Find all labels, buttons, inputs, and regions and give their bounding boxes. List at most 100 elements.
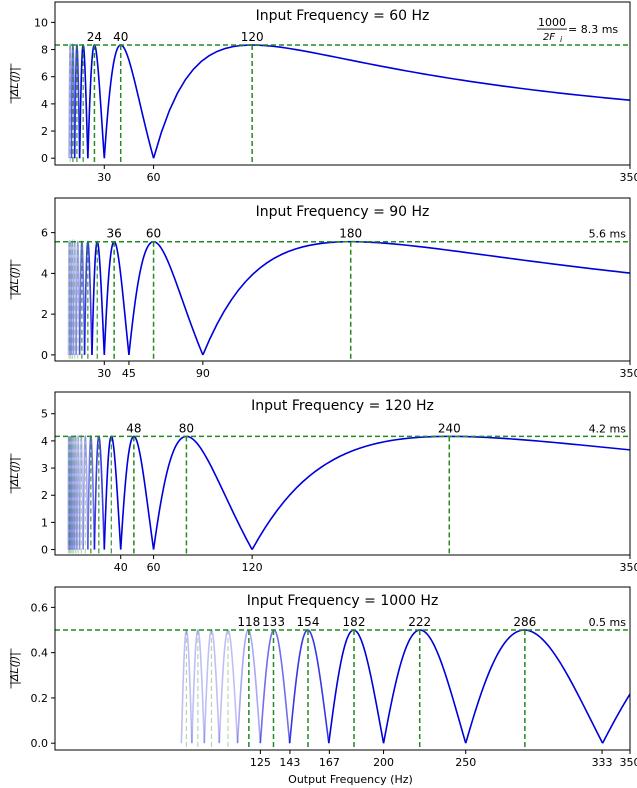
peak-label: 240 bbox=[438, 421, 461, 435]
y-tick-label: 2 bbox=[41, 489, 48, 502]
x-tick-label: 30 bbox=[97, 171, 111, 184]
curve-lobe bbox=[103, 435, 122, 550]
x-tick-label: 60 bbox=[147, 171, 161, 184]
peak-label: 180 bbox=[339, 227, 362, 241]
peak-label: 24 bbox=[87, 30, 102, 44]
curve-lobe bbox=[75, 240, 81, 355]
chart-panel-4: 118 133 154 182 222 286 0.0 0.2 0.4 0.6 125 143 167 2… bbox=[8, 586, 637, 769]
peak-label: 80 bbox=[179, 421, 194, 435]
curve-lobe bbox=[218, 629, 239, 744]
y-tick-label: 2 bbox=[41, 308, 48, 321]
x-tick-label: 167 bbox=[319, 756, 340, 769]
curve-lobe bbox=[288, 629, 330, 744]
peak-label: 36 bbox=[107, 227, 122, 241]
y-tick-label: 8 bbox=[41, 44, 48, 57]
peak-label: 286 bbox=[513, 615, 536, 629]
y-tick-label: 5 bbox=[41, 408, 48, 421]
axes-frame bbox=[54, 197, 631, 362]
y-tick-label: 0.4 bbox=[31, 647, 49, 660]
curve-lobe bbox=[601, 693, 631, 744]
curve-lobe bbox=[259, 629, 291, 744]
curve-lobe bbox=[67, 436, 70, 550]
y-tick-label: 0 bbox=[41, 544, 48, 557]
y-tick-label: 2 bbox=[41, 125, 48, 138]
curve-lobe bbox=[67, 239, 71, 355]
y-tick-label: 1 bbox=[41, 516, 48, 529]
axes-frame bbox=[54, 391, 631, 556]
x-tick-label: 90 bbox=[196, 367, 210, 380]
y-axis-label: |ΔL(j)| bbox=[8, 652, 21, 685]
y-tick-label: 3 bbox=[41, 462, 48, 475]
peak-label: 40 bbox=[113, 30, 128, 44]
x-tick-label: 333 bbox=[592, 756, 613, 769]
x-tick-label: 45 bbox=[122, 367, 136, 380]
y-tick-label: 4 bbox=[41, 98, 48, 111]
curve-lobe bbox=[464, 629, 604, 744]
reference-value-label: 0.5 ms bbox=[589, 616, 627, 629]
curve-lobe bbox=[68, 42, 73, 159]
peak-label: 222 bbox=[408, 615, 431, 629]
curve-lobe bbox=[82, 434, 89, 550]
y-tick-label: 0.6 bbox=[31, 601, 49, 614]
reference-fraction-numerator: 1000 bbox=[538, 16, 566, 29]
curve-lobe bbox=[251, 435, 631, 550]
curve-lobe bbox=[152, 435, 253, 550]
x-tick-label: 350 bbox=[620, 756, 637, 769]
y-tick-label: 0.0 bbox=[31, 737, 49, 750]
x-tick-label: 350 bbox=[620, 171, 637, 184]
y-tick-label: 0 bbox=[41, 152, 48, 165]
curve-lobe bbox=[103, 44, 155, 159]
peak-label: 182 bbox=[343, 615, 366, 629]
x-tick-label: 200 bbox=[373, 756, 394, 769]
chart-panel-2: 36 60 180 0 2 4 6 30 45 90 350 Input Frequency = 90… bbox=[8, 197, 637, 380]
peak-label: 48 bbox=[126, 421, 141, 435]
peak-label: 60 bbox=[146, 227, 161, 241]
x-tick-label: 125 bbox=[250, 756, 271, 769]
curve-lobe bbox=[68, 436, 71, 550]
curve-lobe bbox=[382, 629, 467, 744]
curve-lobe bbox=[328, 629, 385, 744]
y-tick-label: 0 bbox=[41, 349, 48, 362]
x-tick-label: 250 bbox=[455, 756, 476, 769]
y-tick-label: 10 bbox=[34, 16, 48, 29]
curve-lobe bbox=[91, 240, 106, 355]
y-tick-label: 6 bbox=[41, 227, 48, 240]
reference-value-label: 4.2 ms bbox=[589, 422, 627, 435]
reference-fraction-denominator: 2F bbox=[543, 32, 555, 43]
y-axis-label: |ΔL(j)| bbox=[8, 457, 21, 490]
chart-title: Input Frequency = 90 Hz bbox=[256, 204, 430, 220]
x-axis-label: Output Frequency (Hz) bbox=[288, 773, 413, 786]
chart-title: Input Frequency = 120 Hz bbox=[251, 398, 434, 414]
axes-frame bbox=[54, 1, 631, 166]
reference-fraction-subscript: i bbox=[560, 35, 563, 44]
x-tick-label: 120 bbox=[242, 561, 263, 574]
peak-label: 118 bbox=[237, 615, 260, 629]
y-tick-label: 0.2 bbox=[31, 692, 49, 705]
curve-lobe bbox=[191, 629, 206, 744]
chart-title: Input Frequency = 60 Hz bbox=[256, 8, 430, 24]
curve-lobe bbox=[202, 240, 631, 356]
chart-title: Input Frequency = 1000 Hz bbox=[247, 593, 439, 609]
x-tick-label: 143 bbox=[279, 756, 300, 769]
curve-lobe bbox=[68, 239, 73, 355]
x-tick-label: 40 bbox=[114, 561, 128, 574]
y-axis-label: |ΔL(j)| bbox=[8, 263, 21, 296]
curve-lobe bbox=[76, 434, 81, 550]
curve-lobe bbox=[128, 240, 204, 356]
y-tick-label: 6 bbox=[41, 71, 48, 84]
chart-panel-3: 48 80 240 0 1 2 3 4 5 40 60 120 350 Input Frequency =… bbox=[8, 391, 637, 574]
y-tick-label: 4 bbox=[41, 435, 48, 448]
curve-lobe bbox=[69, 436, 73, 550]
curve-lobe bbox=[87, 44, 106, 159]
chart-panel-1: 244012002468103060350Input Frequency = 6… bbox=[8, 1, 637, 184]
peak-label: 133 bbox=[262, 615, 285, 629]
curve-lobe bbox=[152, 44, 631, 159]
x-tick-label: 350 bbox=[620, 561, 637, 574]
peak-label: 120 bbox=[241, 30, 264, 44]
y-axis-label: |ΔL(j)| bbox=[8, 67, 21, 100]
x-tick-label: 350 bbox=[620, 367, 637, 380]
y-tick-label: 4 bbox=[41, 267, 48, 280]
reference-value-label: 5.6 ms bbox=[589, 228, 627, 241]
x-tick-label: 30 bbox=[97, 367, 111, 380]
